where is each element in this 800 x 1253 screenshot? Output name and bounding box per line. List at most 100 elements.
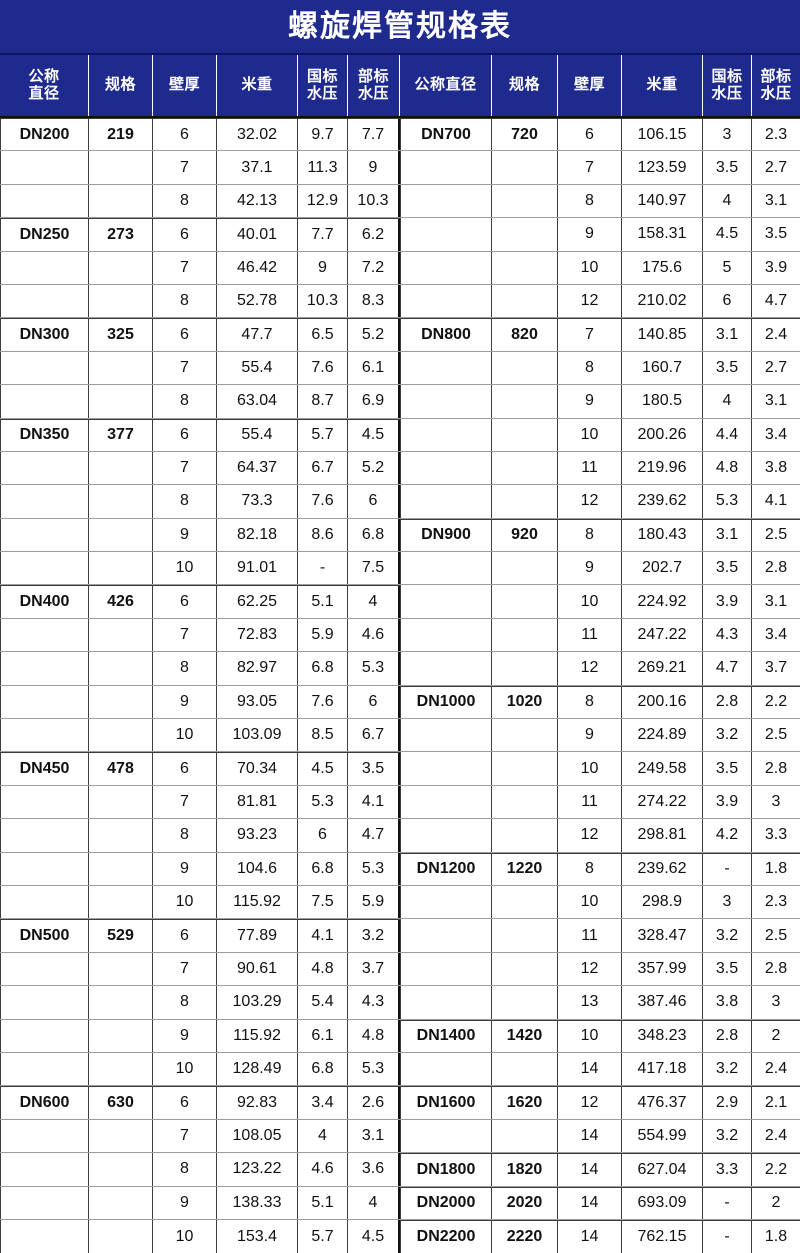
cell-weight-per-meter: 328.47 — [622, 919, 703, 952]
cell-spec — [89, 1219, 153, 1253]
cell-wall-thickness: 8 — [558, 351, 622, 385]
table-row: 10 153.4 5.7 4.5 — [0, 1219, 400, 1253]
cell-spec — [89, 819, 153, 852]
cell-spec: 377 — [89, 419, 153, 451]
cell-gb-water-pressure: 7.6 — [298, 351, 348, 385]
cell-nominal-diameter — [0, 952, 89, 986]
cell-ministry-water-pressure: 3.1 — [752, 385, 800, 418]
cell-ministry-water-pressure: 4.7 — [348, 819, 400, 852]
cell-gb-water-pressure: 3 — [703, 885, 752, 919]
page-title: 螺旋焊管规格表 — [288, 9, 512, 43]
left-table: DN200 219 6 32.02 9.7 7.7 7 37.1 11.3 9 8 42.13 12.9… — [0, 118, 400, 1253]
header-line-1: 米重 — [646, 76, 678, 94]
header-line-1: 公称直径 — [414, 76, 477, 94]
cell-wall-thickness: 7 — [558, 151, 622, 184]
cell-nominal-diameter — [0, 1186, 89, 1219]
header-weight-per-meter-right: 米重 — [622, 55, 703, 116]
cell-wall-thickness: 9 — [558, 385, 622, 418]
cell-gb-water-pressure: 8.7 — [298, 385, 348, 418]
cell-ministry-water-pressure: 1.8 — [752, 853, 800, 885]
cell-spec — [89, 552, 153, 585]
table-row: 10 103.09 8.5 6.7 — [0, 719, 400, 753]
cell-weight-per-meter: 123.22 — [217, 1153, 298, 1186]
cell-gb-water-pressure: 6.1 — [298, 1019, 348, 1052]
header-line-1: 米重 — [241, 76, 273, 94]
cell-wall-thickness: 12 — [558, 485, 622, 518]
cell-wall-thickness: 10 — [558, 251, 622, 284]
cell-spec: 720 — [492, 119, 558, 151]
cell-spec — [89, 385, 153, 418]
cell-nominal-diameter — [0, 151, 89, 184]
cell-weight-per-meter: 93.23 — [217, 819, 298, 852]
table-row: 9 158.31 4.5 3.5 — [400, 218, 800, 252]
cell-ministry-water-pressure: 2.5 — [752, 919, 800, 952]
cell-wall-thickness: 7 — [153, 351, 217, 385]
cell-nominal-diameter — [0, 685, 89, 719]
cell-weight-per-meter: 52.78 — [217, 284, 298, 318]
cell-nominal-diameter: DN1400 — [400, 1020, 492, 1052]
cell-weight-per-meter: 62.25 — [217, 586, 298, 618]
cell-nominal-diameter: DN800 — [400, 319, 492, 351]
cell-spec: 529 — [89, 920, 153, 952]
table-row: 8 123.22 4.6 3.6 — [0, 1153, 400, 1187]
header-line-1: 国标 — [711, 67, 743, 85]
table-row: 9 104.6 6.8 5.3 — [0, 852, 400, 886]
cell-ministry-water-pressure: 3.1 — [348, 1119, 400, 1153]
cell-ministry-water-pressure: 7.2 — [348, 251, 400, 284]
cell-ministry-water-pressure: 3.6 — [348, 1153, 400, 1186]
cell-wall-thickness: 8 — [153, 485, 217, 518]
cell-gb-water-pressure: 3.9 — [703, 585, 752, 618]
cell-ministry-water-pressure: 4.5 — [348, 1219, 400, 1253]
cell-ministry-water-pressure: 5.2 — [348, 319, 400, 351]
cell-ministry-water-pressure: 4.6 — [348, 618, 400, 652]
cell-weight-per-meter: 63.04 — [217, 385, 298, 418]
table-row: 8 140.97 4 3.1 — [400, 184, 800, 219]
cell-ministry-water-pressure: 3.1 — [752, 184, 800, 218]
table-row: 7 90.61 4.8 3.7 — [0, 952, 400, 987]
cell-nominal-diameter: DN450 — [0, 753, 89, 785]
cell-nominal-diameter — [0, 1052, 89, 1086]
cell-nominal-diameter — [400, 418, 492, 451]
cell-wall-thickness: 10 — [153, 885, 217, 919]
cell-nominal-diameter — [400, 719, 492, 752]
header-weight-per-meter-left: 米重 — [217, 55, 298, 116]
cell-weight-per-meter: 476.37 — [622, 1087, 703, 1119]
cell-wall-thickness: 9 — [558, 218, 622, 251]
table-row: 9 115.92 6.1 4.8 — [0, 1019, 400, 1053]
cell-weight-per-meter: 348.23 — [622, 1020, 703, 1052]
cell-spec — [492, 284, 558, 318]
cell-spec: 920 — [492, 519, 558, 552]
cell-gb-water-pressure: 3 — [703, 119, 752, 151]
table-row: 14 417.18 3.2 2.4 — [400, 1052, 800, 1087]
cell-ministry-water-pressure: 7.5 — [348, 552, 400, 585]
cell-gb-water-pressure: 8.5 — [298, 719, 348, 752]
header-spec-right: 规格 — [492, 55, 558, 116]
cell-weight-per-meter: 160.7 — [622, 351, 703, 385]
table-row: 10 298.9 3 2.3 — [400, 885, 800, 920]
cell-ministry-water-pressure: 2.8 — [752, 552, 800, 585]
cell-weight-per-meter: 128.49 — [217, 1052, 298, 1086]
table-row: DN1200 1220 8 239.62-1.8 — [400, 852, 800, 886]
cell-wall-thickness: 12 — [558, 284, 622, 318]
cell-spec — [492, 418, 558, 451]
cell-nominal-diameter — [400, 785, 492, 819]
cell-nominal-diameter — [400, 351, 492, 385]
cell-nominal-diameter — [400, 284, 492, 318]
cell-wall-thickness: 10 — [558, 585, 622, 618]
header-line-1: 部标 — [357, 67, 389, 85]
cell-wall-thickness: 11 — [558, 785, 622, 819]
cell-ministry-water-pressure: 4.1 — [348, 785, 400, 819]
cell-wall-thickness: 8 — [153, 184, 217, 218]
cell-ministry-water-pressure: 2.1 — [752, 1087, 800, 1119]
cell-ministry-water-pressure: 3.3 — [752, 819, 800, 852]
cell-weight-per-meter: 269.21 — [622, 652, 703, 685]
cell-nominal-diameter — [400, 919, 492, 952]
cell-weight-per-meter: 40.01 — [217, 219, 298, 251]
table-row: 9 224.89 3.2 2.5 — [400, 719, 800, 753]
cell-wall-thickness: 12 — [558, 819, 622, 852]
cell-spec: 325 — [89, 319, 153, 351]
cell-ministry-water-pressure: 4.3 — [348, 986, 400, 1019]
cell-weight-per-meter: 108.05 — [217, 1119, 298, 1153]
cell-weight-per-meter: 91.01 — [217, 552, 298, 585]
cell-gb-water-pressure: 5.1 — [298, 1186, 348, 1219]
